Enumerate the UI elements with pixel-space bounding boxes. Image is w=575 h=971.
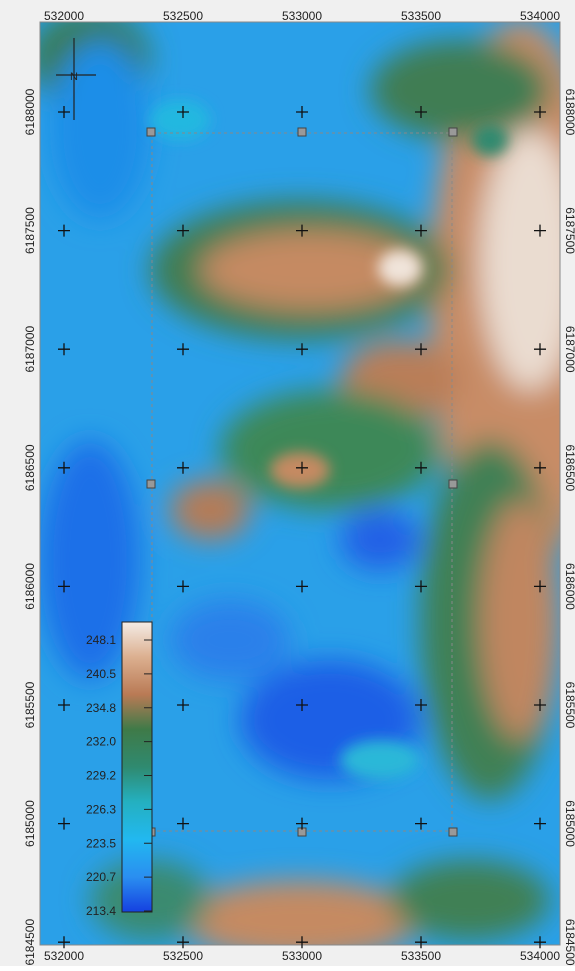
- legend-label: 248.1: [86, 633, 116, 647]
- heatmap: [30, 10, 575, 960]
- northing-label-right: 6186500: [563, 444, 575, 491]
- easting-label-top: 533000: [282, 9, 322, 23]
- northing-label-left: 6185500: [23, 681, 37, 728]
- easting-label-bottom: 534000: [520, 949, 560, 963]
- legend-label: 213.4: [86, 904, 116, 918]
- easting-label-top: 533500: [401, 9, 441, 23]
- northing-label-left: 6187500: [23, 207, 37, 254]
- easting-label-bottom: 533000: [282, 949, 322, 963]
- easting-label-bottom: 532500: [163, 949, 203, 963]
- northing-label-right: 6185000: [563, 800, 575, 847]
- easting-label-bottom: 532000: [44, 949, 84, 963]
- northing-label-right: 6188000: [563, 89, 575, 136]
- legend-colorbar: [122, 622, 152, 912]
- legend-label: 220.7: [86, 870, 116, 884]
- easting-label-top: 534000: [520, 9, 560, 23]
- north-label: N: [70, 71, 78, 83]
- legend-label: 234.8: [86, 701, 116, 715]
- northing-label-right: 6185500: [563, 682, 575, 729]
- northing-label-left: 6187000: [23, 326, 37, 373]
- northing-label-left: 6184500: [23, 919, 37, 966]
- easting-label-bottom: 533500: [401, 949, 441, 963]
- northing-label-right: 6187500: [563, 207, 575, 254]
- northing-label-left: 6185000: [23, 800, 37, 847]
- page: N 248.1 240.5 234.8 232.0 229.2 226.3 223.5 220…: [0, 0, 575, 966]
- easting-label-top: 532000: [44, 9, 84, 23]
- legend-label: 226.3: [86, 802, 116, 816]
- northing-label-left: 6186000: [23, 563, 37, 610]
- legend-label: 223.5: [86, 836, 116, 850]
- legend-label: 229.2: [86, 769, 116, 783]
- northing-label-left: 6186500: [23, 444, 37, 491]
- map-view: N 248.1 240.5 234.8 232.0 229.2 226.3 223.5 220…: [0, 0, 575, 966]
- legend-label: 240.5: [86, 667, 116, 681]
- northing-label-right: 6186000: [563, 563, 575, 610]
- northing-label-right: 6187000: [563, 326, 575, 373]
- northing-label-right: 6184500: [563, 919, 575, 966]
- easting-label-top: 532500: [163, 9, 203, 23]
- northing-label-left: 6188000: [23, 88, 37, 135]
- legend-label: 232.0: [86, 735, 116, 749]
